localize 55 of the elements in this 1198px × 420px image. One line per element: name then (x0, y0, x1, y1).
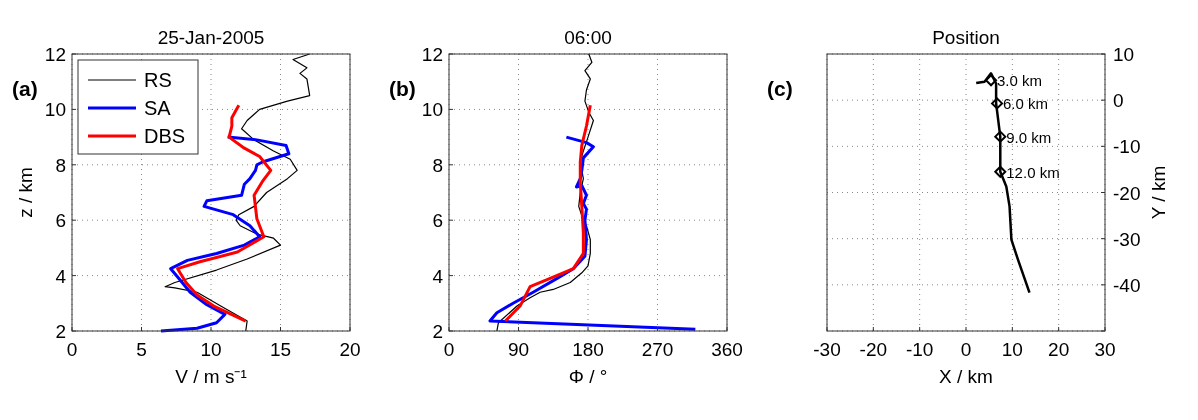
x-tick-label: 0 (960, 339, 972, 360)
y-tick-label: -30 (1113, 228, 1141, 250)
y-tick-label: -10 (1113, 136, 1141, 158)
y-tick-label: -20 (1113, 182, 1141, 204)
x-tick-label: -20 (859, 339, 888, 360)
y-tick-label: 6 (432, 210, 443, 232)
y-tick-label: 12 (421, 44, 443, 65)
point (991, 97, 1004, 110)
x-tick-label: -10 (905, 339, 934, 360)
chart-title: Position (932, 27, 1000, 48)
y-tick-label: 0 (1113, 90, 1124, 112)
x-axis-title: X / km (939, 366, 993, 387)
x-axis-title: Φ / ° (568, 366, 608, 387)
y-tick-label: 10 (421, 99, 443, 121)
y-tick-label: 10 (1113, 44, 1135, 65)
y-tick-label: 2 (55, 321, 66, 342)
annotation: 12.0 km (1006, 163, 1060, 181)
x-tick-label: 5 (136, 339, 147, 360)
legend-label: RS (144, 69, 172, 91)
legend-label: DBS (144, 125, 186, 147)
x-tick-label: 10 (200, 339, 222, 360)
x-tick-label: 30 (1094, 339, 1116, 360)
x-tick-label: 15 (269, 339, 292, 360)
line-series (503, 103, 592, 323)
annotation: 9.0 km (1006, 128, 1052, 146)
x-tick-label: 270 (641, 339, 674, 360)
annotation: 6.0 km (1003, 95, 1049, 113)
y-tick-label: -40 (1113, 274, 1141, 296)
chart-title: 06:00 (564, 27, 612, 48)
point (994, 165, 1007, 178)
text: (c) (767, 77, 793, 100)
x-tick-label: 20 (1048, 339, 1070, 360)
x-axis-title: V / m s⁻¹ (175, 366, 247, 387)
point (994, 130, 1007, 143)
annotation: 3.0 km (997, 72, 1043, 90)
y-axis-title: z / km (15, 167, 36, 218)
x-tick-label: 10 (1001, 339, 1023, 360)
y-tick-label: 4 (432, 265, 444, 287)
x-tick-label: 90 (507, 339, 530, 360)
y-tick-label: 6 (55, 210, 66, 232)
y-tick-label: 4 (55, 265, 67, 287)
y-tick-label: 10 (44, 99, 66, 121)
y-tick-label: 8 (432, 154, 443, 176)
x-tick-label: 180 (572, 339, 604, 360)
text: (b) (389, 77, 416, 100)
legend-label: SA (144, 97, 172, 119)
x-tick-label: -30 (813, 339, 841, 360)
chart-title: 25-Jan-2005 (157, 27, 265, 48)
x-tick-label: 360 (711, 339, 743, 360)
y-axis-title: Y / km (1148, 165, 1169, 220)
y-tick-label: 2 (432, 321, 443, 342)
y-tick-label: 12 (44, 44, 66, 65)
y-tick-label: 8 (55, 154, 66, 176)
text: (a) (12, 77, 38, 100)
x-tick-label: 20 (339, 339, 361, 360)
